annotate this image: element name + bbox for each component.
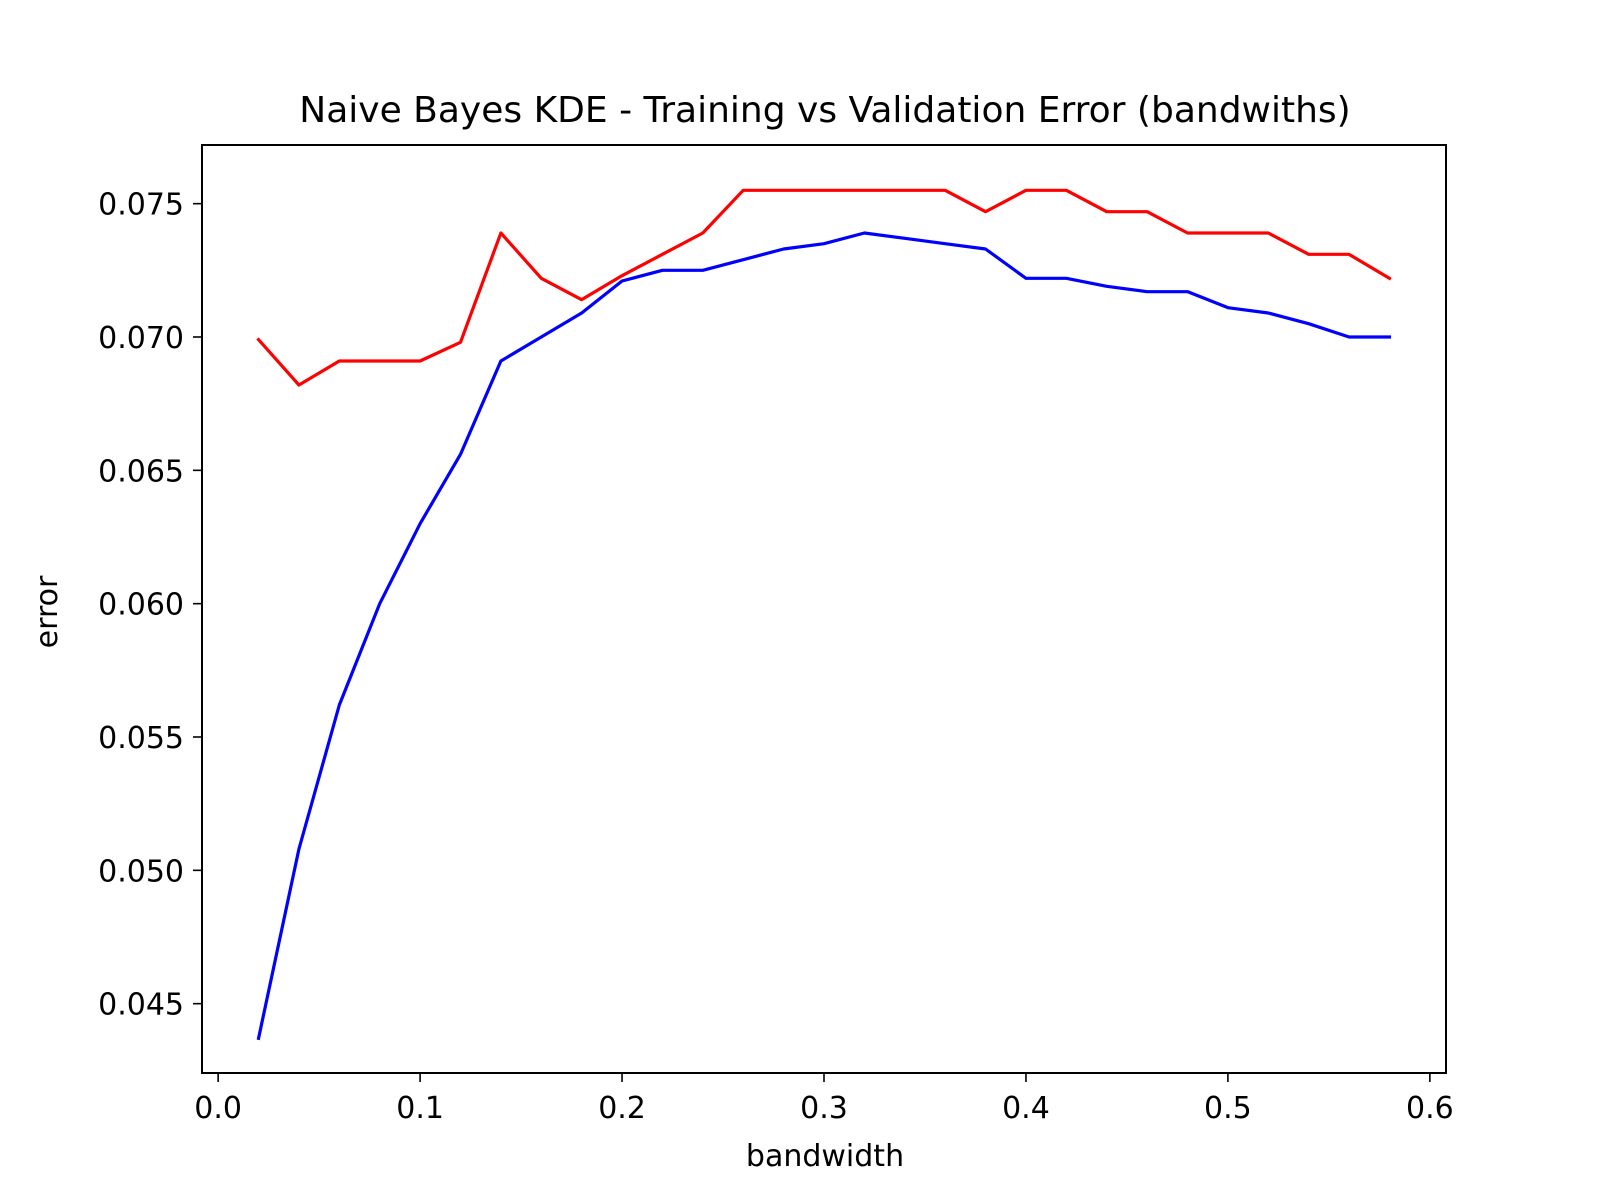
y-tick-label: 0.065 — [98, 454, 184, 489]
series-line-1 — [256, 231, 1392, 1041]
y-tick-label: 0.060 — [98, 588, 184, 623]
x-tick-label: 0.1 — [396, 1091, 444, 1126]
x-tick-label: 0.6 — [1406, 1091, 1454, 1126]
plot-area: 0.0 0.1 0.2 0.3 0.4 0.5 0.6 0.045 0.050 0.055 0.06… — [98, 144, 1454, 1126]
y-tick-label: 0.075 — [98, 188, 184, 223]
series-line-0 — [256, 188, 1392, 387]
y-axis-label: error — [30, 575, 65, 648]
x-tick-label: 0.5 — [1204, 1091, 1252, 1126]
x-axis-label: bandwidth — [746, 1139, 904, 1174]
x-tick-label: 0.0 — [194, 1091, 242, 1126]
axes-frame — [201, 144, 1447, 1074]
y-tick-label: 0.055 — [98, 721, 184, 756]
x-tick-label: 0.4 — [1002, 1091, 1050, 1126]
y-tick-label: 0.070 — [98, 321, 184, 356]
y-tick-label: 0.045 — [98, 988, 184, 1023]
y-tick-label: 0.050 — [98, 854, 184, 889]
x-tick-label: 0.2 — [598, 1091, 646, 1126]
chart-title: Naive Bayes KDE - Training vs Validation… — [299, 90, 1350, 131]
x-tick-label: 0.3 — [800, 1091, 848, 1126]
